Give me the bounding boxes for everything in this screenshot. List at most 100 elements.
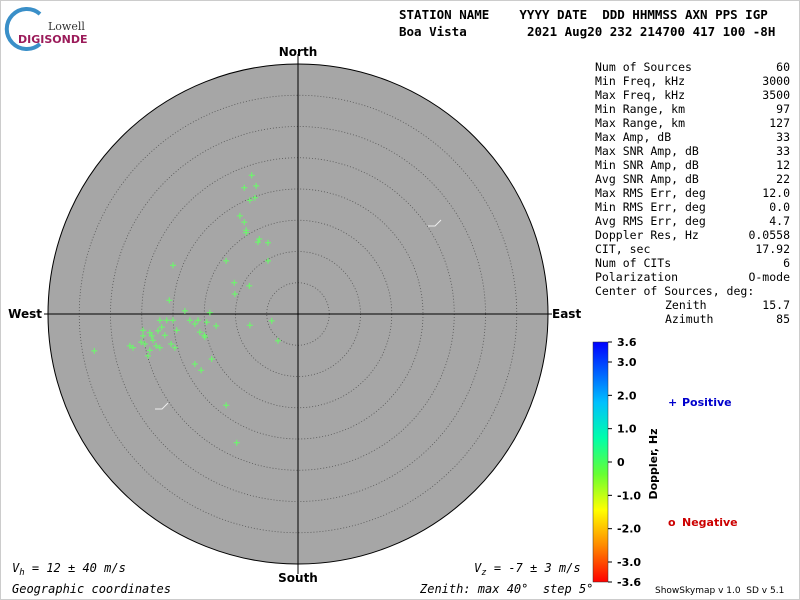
source-point [166, 297, 173, 304]
east-label: East [552, 307, 581, 321]
source-point [140, 327, 146, 334]
colorbar-tick-label: 1.0 [617, 423, 637, 436]
colorbar-tick-label: 0 [617, 456, 625, 469]
header-values: 2021 Aug20 232 214700 417 100 -8H [527, 24, 775, 39]
source-point [265, 257, 271, 264]
source-point [148, 332, 155, 339]
colorbar [592, 341, 609, 583]
stat-value: 33 [776, 144, 790, 158]
source-point [223, 257, 230, 264]
stat-label: Max RMS Err, deg [595, 186, 706, 200]
source-point [173, 327, 180, 334]
colorbar-title: Doppler, Hz [647, 428, 660, 499]
source-point [198, 367, 205, 374]
source-point [191, 321, 198, 327]
stat-value: 12.0 [762, 186, 790, 200]
colorbar-tick-label: 3.0 [617, 356, 637, 369]
stat-value: 60 [776, 60, 790, 74]
stats: Num of Sources 60 Min Freq, kHz 3000 Max Fre… [595, 60, 790, 326]
stat-label: CIT, sec [595, 242, 650, 256]
source-point [150, 337, 156, 344]
stat-value: 17.92 [755, 242, 790, 256]
stat-value: 0.0 [769, 200, 790, 214]
south-label: South [278, 571, 318, 585]
source-point [196, 329, 203, 336]
source-point [251, 194, 258, 201]
source-point [163, 317, 170, 324]
source-point [231, 291, 238, 297]
source-point [201, 334, 208, 341]
source-point [146, 347, 153, 354]
stat-label: Min Freq, kHz [595, 74, 685, 88]
marker [155, 219, 442, 410]
stat-value: 22 [776, 172, 790, 186]
colorbar-tick-label: 3.6 [617, 336, 637, 349]
source-point [170, 317, 176, 324]
colorbar-tick-label: -2.0 [617, 523, 641, 536]
source-point [191, 361, 198, 367]
legend-positive: Positive [682, 396, 732, 409]
legend-positive-symbol: + [668, 396, 677, 409]
colorbar-tick-label: -3.6 [617, 576, 641, 589]
plot: North South West East [8, 45, 581, 585]
source-point [265, 239, 271, 246]
source-point [168, 341, 175, 347]
stat-value: 3500 [762, 88, 790, 102]
azimuth-value: 85 [776, 312, 790, 326]
azimuth-label: Azimuth [665, 312, 713, 326]
source-point [241, 219, 248, 226]
source-point [156, 317, 163, 324]
stat-label: Min Range, km [595, 102, 685, 116]
source-point [233, 439, 240, 446]
stat-value: 33 [776, 130, 790, 144]
source-point [241, 184, 248, 191]
west-label: West [8, 307, 42, 321]
colorbar-tick-label: -1.0 [617, 489, 641, 502]
source-point [208, 356, 215, 362]
source-point [231, 279, 238, 286]
source-point [203, 319, 210, 326]
stat-value: 97 [776, 102, 790, 116]
source-point [275, 337, 281, 344]
source-point [236, 212, 243, 219]
stat-label: Num of CITs [595, 256, 671, 270]
source-point [158, 324, 165, 331]
source-point [246, 282, 253, 289]
colorbar-tick-label: 2.0 [617, 389, 637, 402]
source-point [170, 262, 176, 269]
source-point [146, 329, 153, 336]
stat-label: Max Freq, kHz [595, 88, 685, 102]
version: ShowSkymap v 1.0 SD v 5.1 [655, 586, 784, 596]
source-point [195, 317, 201, 324]
colorbar-tick-label: -3.0 [617, 556, 641, 569]
source-point [181, 307, 188, 314]
stat-label: Num of Sources [595, 60, 692, 74]
source-point [213, 322, 220, 329]
source-point [255, 239, 261, 246]
header-labels: STATION NAME YYYY DATE DDD HHMMSS AXN PP… [399, 7, 768, 22]
stat-label: Min SNR Amp, dB [595, 158, 699, 172]
stat-value: 0.0558 [748, 228, 790, 242]
logo-arc [4, 7, 42, 51]
stat-label: Doppler Res, Hz [595, 228, 699, 242]
coordinates: Geographic coordinates [12, 582, 171, 596]
stat-label: Avg RMS Err, deg [595, 214, 706, 228]
station-name: Boa Vista [399, 24, 467, 39]
stat-label: Min RMS Err, deg [595, 200, 706, 214]
stat-label: Avg SNR Amp, dB [595, 172, 699, 186]
legend-negative-symbol: o [668, 516, 676, 529]
source-point [206, 309, 213, 316]
source-point [138, 339, 145, 346]
logo-bottom: DIGISONDE [18, 33, 87, 46]
center-title: Center of Sources, deg: [595, 284, 754, 298]
source-point [141, 341, 148, 347]
source-point [246, 322, 253, 329]
zenith-info: Zenith: max 40° step 5° [419, 582, 593, 596]
source-point [243, 229, 250, 236]
stat-label: Max Amp, dB [595, 130, 671, 144]
logo-top: Lowell [48, 20, 85, 33]
stat-label: Polarization [595, 270, 678, 284]
source-point [145, 352, 151, 359]
north-label: North [279, 45, 317, 59]
